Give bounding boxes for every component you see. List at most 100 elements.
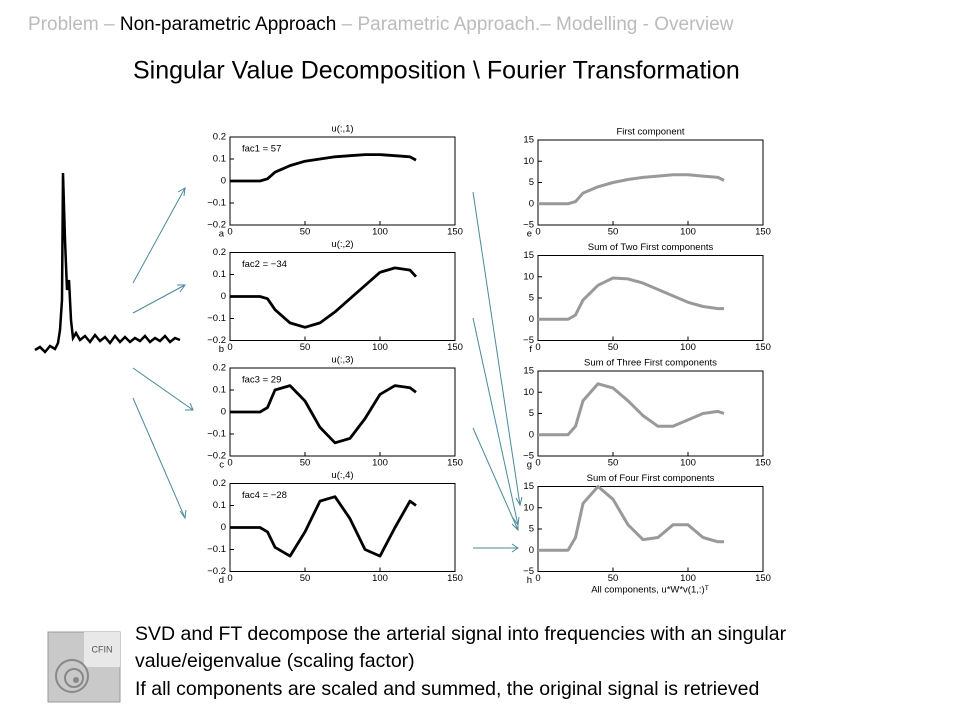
curve [230,153,417,183]
x-tick-label: 50 [608,458,619,469]
arterial-signal [34,172,181,354]
panel-title: u(:,3) [331,355,353,366]
x-tick-label: 0 [535,458,540,469]
axes-box [229,483,456,572]
y-tick-label: 0.1 [213,385,226,396]
x-tick-label: 100 [372,458,388,469]
body-line: SVD and FT decompose the arterial signal… [135,623,787,645]
x-tick-label: 0 [227,573,232,584]
y-tick-label: −0.1 [207,198,226,209]
y-tick-label: 10 [523,156,534,167]
y-tick-label: 15 [523,366,534,377]
panel-letter: b [219,344,224,355]
axes-box [229,136,456,226]
panel-title: First component [616,127,684,138]
curve [538,382,725,437]
y-tick-label: −0.1 [207,544,226,555]
y-tick-label: 0 [529,429,534,440]
curve [538,173,725,206]
x-tick-label: 150 [447,227,463,238]
y-tick-label: 10 [523,502,534,513]
x-tick-label: 0 [535,342,540,353]
panel-letter: c [219,460,224,471]
y-tick-label: 0.1 [213,154,226,165]
curve [230,495,417,558]
y-tick-label: 10 [523,387,534,398]
curve [230,266,418,329]
header: Problem – Non-parametric Approach – Para… [28,14,734,35]
y-tick-label: 5 [529,524,534,535]
x-tick-label: 0 [227,227,232,238]
x-tick-label: 100 [372,573,388,584]
x-tick-label: 150 [755,573,771,584]
y-tick-label: 0 [221,176,226,187]
y-tick-label: −0.2 [207,335,226,346]
panel-letter: h [527,575,532,586]
x-tick-label: 100 [680,342,696,353]
y-tick-label: 0.1 [213,269,226,280]
annotation: fac1 = 57 [242,144,281,155]
slide-title: Singular Value Decomposition \ Fourier T… [133,57,740,85]
y-tick-label: −0.2 [207,451,226,462]
panel-title: u(:,2) [331,239,353,250]
y-tick-label: 0.1 [213,500,226,511]
y-tick-label: −0.2 [207,566,226,577]
y-tick-label: 0 [221,291,226,302]
header-item: Non-parametric Approach [120,14,337,35]
x-tick-label: 50 [608,573,619,584]
axes-box [537,370,764,457]
curve [538,276,724,321]
panel-letter: g [527,460,532,471]
axes-box [537,486,764,572]
x-tick-label: 50 [608,227,619,238]
y-tick-label: 15 [523,250,534,261]
panel-letter: e [527,229,532,240]
panel-title: Sum of Three First components [584,358,717,369]
body-line: If all components are scaled and summed,… [135,678,759,700]
header-item: Problem – [28,14,120,35]
y-tick-label: 0 [221,522,226,533]
x-tick-label: 150 [447,342,463,353]
x-tick-label: 150 [755,342,771,353]
y-tick-label: 10 [523,271,534,282]
x-tick-label: 100 [372,227,388,238]
y-tick-label: 0 [221,407,226,418]
x-tick-label: 50 [300,227,311,238]
x-tick-label: 100 [680,458,696,469]
x-tick-label: 0 [227,458,232,469]
y-tick-label: 5 [529,408,534,419]
x-tick-label: 50 [300,573,311,584]
panel-letter: d [219,575,224,586]
x-tick-label: 0 [535,227,540,238]
x-tick-label: 50 [300,458,311,469]
x-tick-label: 50 [608,342,619,353]
x-tick-label: 0 [227,342,232,353]
y-tick-label: −5 [523,451,534,462]
caption: All components, u*W*v(1,:)ᵀ [591,585,709,596]
x-tick-label: 150 [447,458,463,469]
x-tick-label: 100 [680,227,696,238]
y-tick-label: 0.2 [213,247,226,258]
y-tick-label: 0.2 [213,478,226,489]
y-tick-label: 0 [529,198,534,209]
panel-title: Sum of Four First components [587,473,715,484]
logo: CFIN [47,631,121,703]
x-tick-label: 150 [447,573,463,584]
y-tick-label: −5 [523,335,534,346]
y-tick-label: 0 [529,314,534,325]
y-tick-label: 5 [529,293,534,304]
y-tick-label: 0.2 [213,363,226,374]
curve [538,485,724,552]
y-tick-label: 5 [529,177,534,188]
arrows [132,187,523,553]
body-line: value/eigenvalue (scaling factor) [135,650,415,672]
y-tick-label: −5 [523,566,534,577]
annotation: fac2 = −34 [242,259,287,270]
logo-text: CFIN [92,644,113,654]
y-tick-label: −5 [523,220,534,231]
x-tick-label: 150 [755,458,771,469]
panel-letter: f [529,344,532,355]
axes-box [229,252,456,341]
